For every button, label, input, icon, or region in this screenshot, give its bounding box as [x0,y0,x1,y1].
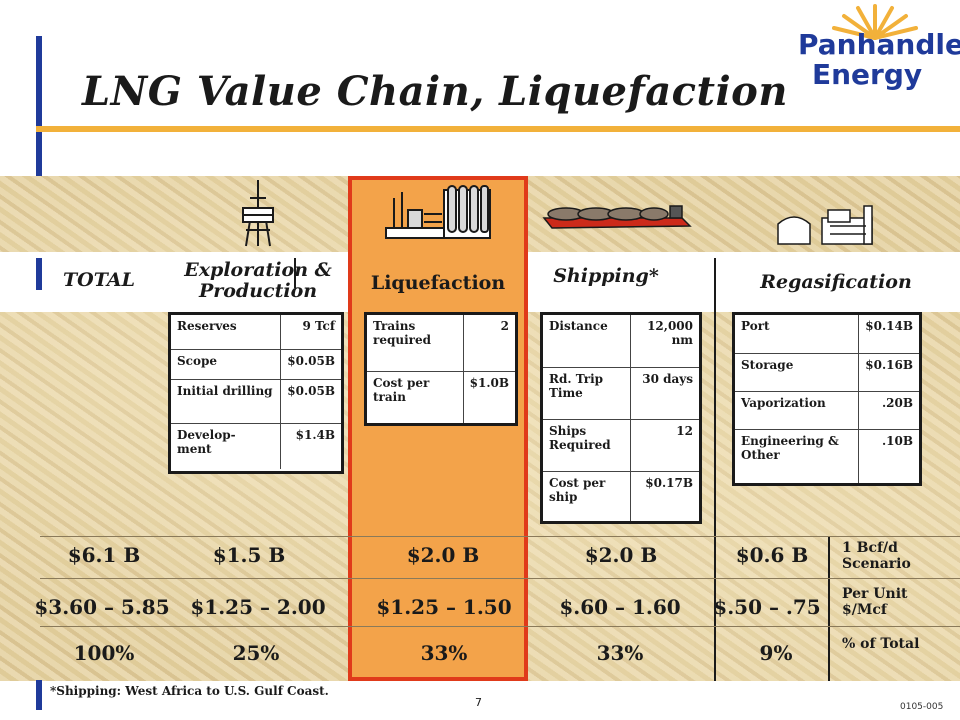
page-number: 7 [475,696,482,709]
header-exploration-production: Exploration & Production [184,259,332,302]
document-id: 0105-005 [900,702,944,712]
table-label: Cost per train [367,370,464,423]
title-accent-bar [36,36,42,176]
exploration-table: Reserves 9 Tcf Scope $0.05B Initial drilli… [168,312,344,474]
header-total: TOTAL [63,269,135,291]
row-label-per-unit: Per Unit $/Mcf [842,586,908,618]
logo: Panhandle Energy [790,0,960,95]
unit-shipping: $.60 – 1.60 [559,595,681,619]
table-value: 12 [630,418,699,471]
cost-exploration: $1.5 B [212,543,286,567]
table-value: 30 days [630,366,699,419]
cost-total: $6.1 B [67,543,141,567]
table-label: Reserves [177,319,237,333]
column-divider [714,258,716,688]
table-label: Initial drilling [171,378,281,423]
table-label: Develop- ment [171,422,281,469]
table-value: .10B [858,428,919,483]
summary-top-rule [40,536,960,537]
table-value: $0.17B [630,470,699,521]
cost-liquefaction: $2.0 B [406,543,480,567]
table-value: $1.0B [462,370,515,423]
table-value: 9 Tcf [280,315,341,349]
regasification-table: Port $0.14B Storage $0.16B Vaporization .20… [732,312,922,486]
unit-liquefaction: $1.25 – 1.50 [376,595,512,619]
row-label-percent: % of Total [842,636,920,652]
share-regasification: 9% [759,641,793,665]
table-value: 2 [462,315,515,371]
shipping-table: Distance 12,000 nm Rd. Trip Time 30 days S… [540,312,702,524]
total-accent-bar [36,258,42,290]
liquefaction-table: Trains required 2 Cost per train $1.0B [364,312,518,426]
oil-derrick-icon [242,180,274,247]
table-label: Rd. Trip Time [543,366,631,419]
share-total: 100% [73,641,135,665]
cost-shipping: $2.0 B [584,543,658,567]
header-liquefaction: Liquefaction [370,272,506,294]
table-value: $1.4B [280,422,341,469]
column-divider [294,258,296,288]
liquefaction-plant-icon [385,185,491,239]
footnote: *Shipping: West Africa to U.S. Gulf Coas… [50,684,329,698]
share-exploration: 25% [232,641,280,665]
table-label: Engineering & Other [735,428,859,483]
unit-exploration: $1.25 – 2.00 [190,595,326,619]
sun-logo-icon [832,4,918,40]
table-value: $0.14B [858,315,919,353]
table-label: Distance [549,319,608,333]
table-label: Scope [171,348,281,379]
liquefaction-header-strip [352,252,524,312]
share-liquefaction: 33% [420,641,468,665]
title-underline [36,126,960,132]
unit-total: $3.60 – 5.85 [34,595,170,619]
header-regasification: Regasification [760,271,912,293]
table-label: Vaporization [735,390,859,429]
logo-line2: Energy [812,58,923,91]
summary-row-rule [40,626,960,627]
table-label: Storage [735,352,859,391]
table-value: $0.16B [858,352,919,391]
table-label: Cost per ship [543,470,631,521]
logo-line1: Panhandle [798,28,960,61]
page-title: LNG Value Chain, Liquefaction [82,68,788,115]
table-label: Ships Required [543,418,631,471]
unit-regasification: $.50 – .75 [713,595,821,619]
column-divider [828,536,830,682]
footnote-accent-bar [36,680,42,710]
table-value: $0.05B [280,378,341,423]
lng-ship-icon [542,205,692,229]
table-value: 12,000 nm [630,315,699,367]
table-label: Trains required [373,319,431,347]
table-label: Port [741,319,770,333]
row-label-scenario: 1 Bcf/d Scenario [842,540,911,572]
cost-regasification: $0.6 B [735,543,809,567]
regas-terminal-icon [777,205,873,245]
summary-row-rule [40,578,960,579]
table-value: $0.05B [280,348,341,379]
table-value: .20B [858,390,919,429]
header-shipping: Shipping* [553,265,659,287]
share-shipping: 33% [596,641,644,665]
footer-background [0,681,960,720]
